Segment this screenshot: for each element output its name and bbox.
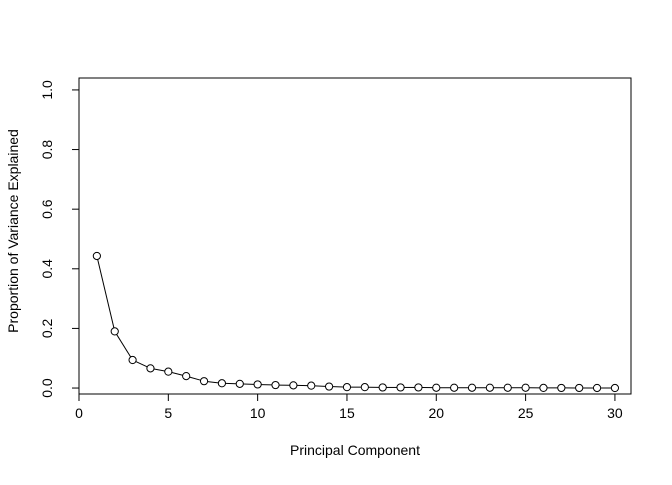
data-point (254, 381, 261, 388)
data-point (611, 384, 618, 391)
data-point (558, 384, 565, 391)
data-point (308, 382, 315, 389)
data-point (272, 381, 279, 388)
x-tick-label: 10 (250, 405, 266, 421)
data-point (593, 384, 600, 391)
data-point (468, 384, 475, 391)
series-line-segment (136, 362, 147, 367)
data-point (147, 365, 154, 372)
data-point (397, 384, 404, 391)
data-point (325, 383, 332, 390)
series-layer (93, 252, 618, 391)
data-point (486, 384, 493, 391)
data-point (433, 384, 440, 391)
y-tick-label: 0.4 (39, 259, 55, 279)
data-point (111, 328, 118, 335)
x-tick-label: 25 (518, 405, 534, 421)
y-axis: 0.0 0.2 0.4 0.6 0.8 1.0 (39, 80, 79, 398)
data-point (165, 368, 172, 375)
series-line-segment (154, 369, 165, 371)
x-tick-label: 0 (75, 405, 83, 421)
data-point (576, 384, 583, 391)
series-line-segment (315, 386, 326, 387)
data-point (451, 384, 458, 391)
data-point (200, 378, 207, 385)
data-point (540, 384, 547, 391)
y-tick-label: 0.8 (39, 140, 55, 160)
data-point (415, 384, 422, 391)
series-line-segment (172, 373, 183, 376)
data-point (183, 373, 190, 380)
x-axis-title: Principal Component (290, 442, 420, 458)
x-axis: 0 5 10 15 20 25 30 (75, 394, 623, 421)
y-axis-title: Proportion of Variance Explained (5, 129, 21, 333)
data-point (343, 384, 350, 391)
data-point (236, 380, 243, 387)
y-tick-label: 1.0 (39, 80, 55, 100)
series-line-segment (98, 259, 114, 327)
data-point (379, 384, 386, 391)
data-point (504, 384, 511, 391)
series-line-segment (208, 382, 219, 383)
y-tick-label: 0.0 (39, 378, 55, 398)
data-point (129, 356, 136, 363)
data-point (361, 384, 368, 391)
x-tick-label: 30 (607, 405, 623, 421)
x-tick-label: 5 (164, 405, 172, 421)
data-point (218, 380, 225, 387)
y-tick-label: 0.6 (39, 199, 55, 219)
data-point (93, 252, 100, 259)
series-line-segment (190, 377, 201, 380)
data-point (522, 384, 529, 391)
plot-frame (79, 78, 631, 394)
data-point (290, 382, 297, 389)
y-tick-label: 0.2 (39, 318, 55, 338)
x-tick-label: 20 (428, 405, 444, 421)
series-line-segment (117, 334, 131, 357)
x-tick-label: 15 (339, 405, 355, 421)
